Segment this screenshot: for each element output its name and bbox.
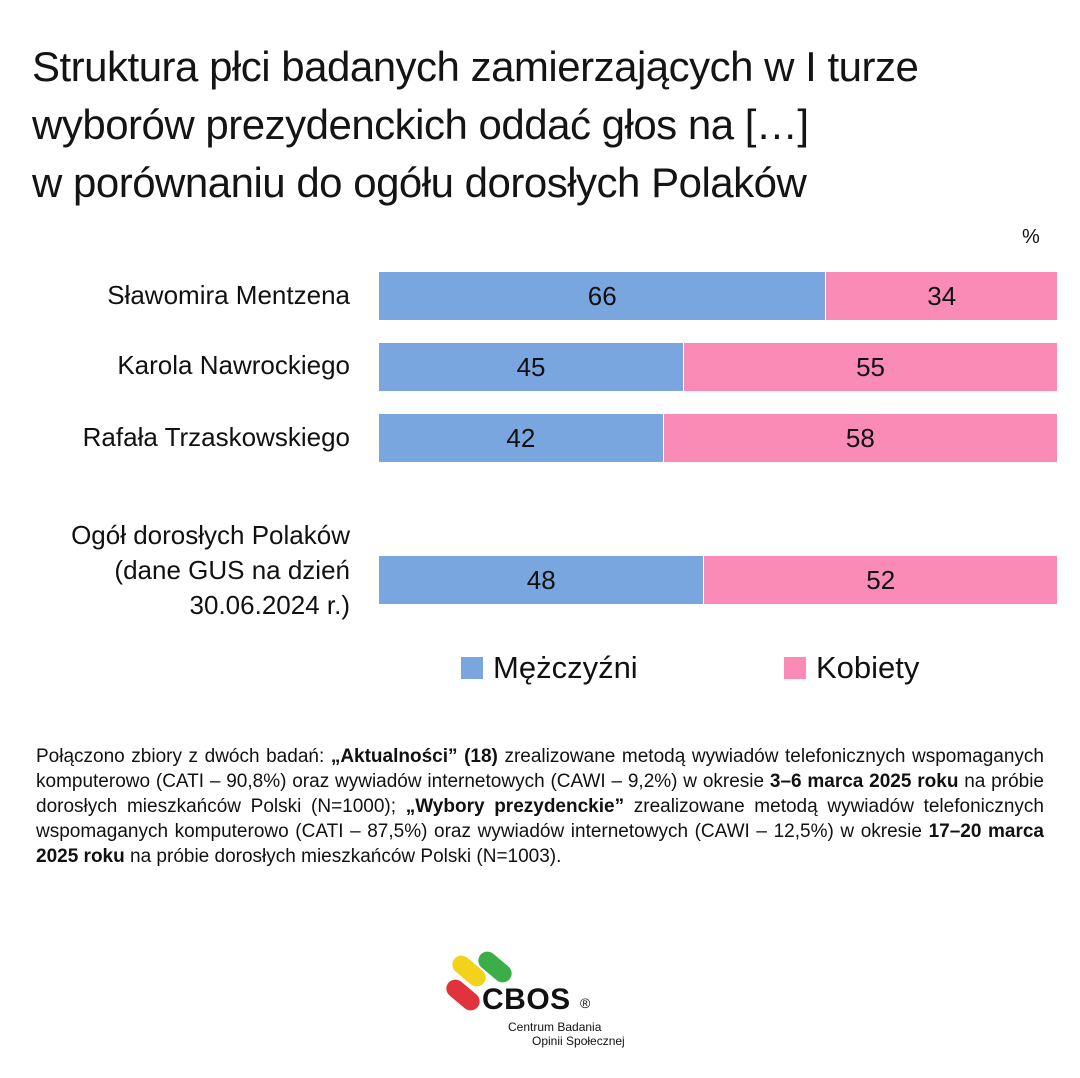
logo-registered-mark: ® — [580, 995, 591, 1011]
bar-segment-men: 48 — [379, 556, 705, 604]
logo-wordmark: CBOS — [482, 983, 571, 1016]
category-label: Ogół dorosłych Polaków — [71, 520, 350, 550]
note-survey-1: „Aktualności” (18) — [330, 746, 498, 767]
note-part-2: zrealizowane metodą wywiadów telefoniczn… — [36, 746, 1045, 792]
note-part-1: Połączono zbiory z dwóch badań: — [36, 746, 331, 767]
category-label: Karola Nawrockiego — [117, 350, 350, 380]
bar-segment-women: 55 — [684, 343, 1057, 391]
note-survey-2: „Wybory prezydenckie” — [405, 796, 625, 817]
data-label: 52 — [866, 564, 896, 595]
data-label: 42 — [506, 422, 536, 453]
bar-segment-women: 58 — [663, 414, 1057, 462]
legend-swatch-women — [784, 657, 806, 679]
data-label: 48 — [526, 564, 556, 595]
bar-row: 66 34 — [379, 272, 1057, 320]
methodology-note: Połączono zbiory z dwóch badań: „Aktualn… — [36, 744, 1044, 869]
category-label: (dane GUS na dzień — [114, 555, 350, 585]
note-part-5: na próbie dorosłych mieszkańców Polski (… — [124, 846, 562, 867]
legend-swatch-men — [461, 657, 483, 679]
bar-segment-women: 34 — [826, 272, 1057, 320]
bar-row: 42 58 — [379, 414, 1057, 462]
data-label: 66 — [587, 280, 617, 311]
category-label: Sławomira Mentzena — [107, 280, 350, 310]
title-line-3: w porównaniu do ogółu dorosłych Polaków — [32, 159, 807, 206]
bar-segment-men: 42 — [379, 414, 664, 462]
cbos-logo-icon — [446, 951, 512, 1011]
bar-segment-women: 52 — [704, 556, 1057, 604]
note-dates-2: 17–20 marca 2025 roku — [36, 821, 1045, 867]
legend-item-women: Kobiety — [784, 650, 919, 686]
legend-label-women: Kobiety — [816, 650, 920, 685]
logo-subtitle-2: Opinii Społecznej — [532, 1034, 625, 1048]
category-label: 30.06.2024 r.) — [189, 590, 350, 620]
data-label: 55 — [856, 351, 885, 382]
note-dates-1: 3–6 marca 2025 roku — [769, 771, 959, 792]
bar-row: 48 52 — [379, 556, 1057, 604]
data-label: 34 — [927, 280, 957, 311]
note-part-3: na próbie dorosłych mieszkańców Polski (… — [36, 771, 1044, 817]
title-line-2: wyborów prezydenckich oddać głos na […] — [32, 101, 809, 148]
title-line-1: Struktura płci badanych zamierzających w… — [32, 43, 919, 90]
note-part-4: zrealizowane metodą wywiadów telefoniczn… — [36, 796, 1044, 842]
unit-label: % — [1022, 226, 1040, 248]
bar-segment-men: 66 — [379, 272, 827, 320]
bar-row: 45 55 — [379, 343, 1057, 391]
chart-title: Struktura płci badanych zamierzających w… — [32, 38, 1052, 212]
data-label: 45 — [516, 351, 546, 382]
logo-subtitle-1: Centrum Badania — [508, 1020, 602, 1034]
data-label: 58 — [845, 422, 875, 453]
legend-label-men: Mężczyźni — [493, 650, 638, 685]
legend-item-men: Mężczyźni — [461, 650, 638, 686]
category-label: Rafała Trzaskowskiego — [82, 422, 350, 452]
bar-segment-men: 45 — [379, 343, 685, 391]
